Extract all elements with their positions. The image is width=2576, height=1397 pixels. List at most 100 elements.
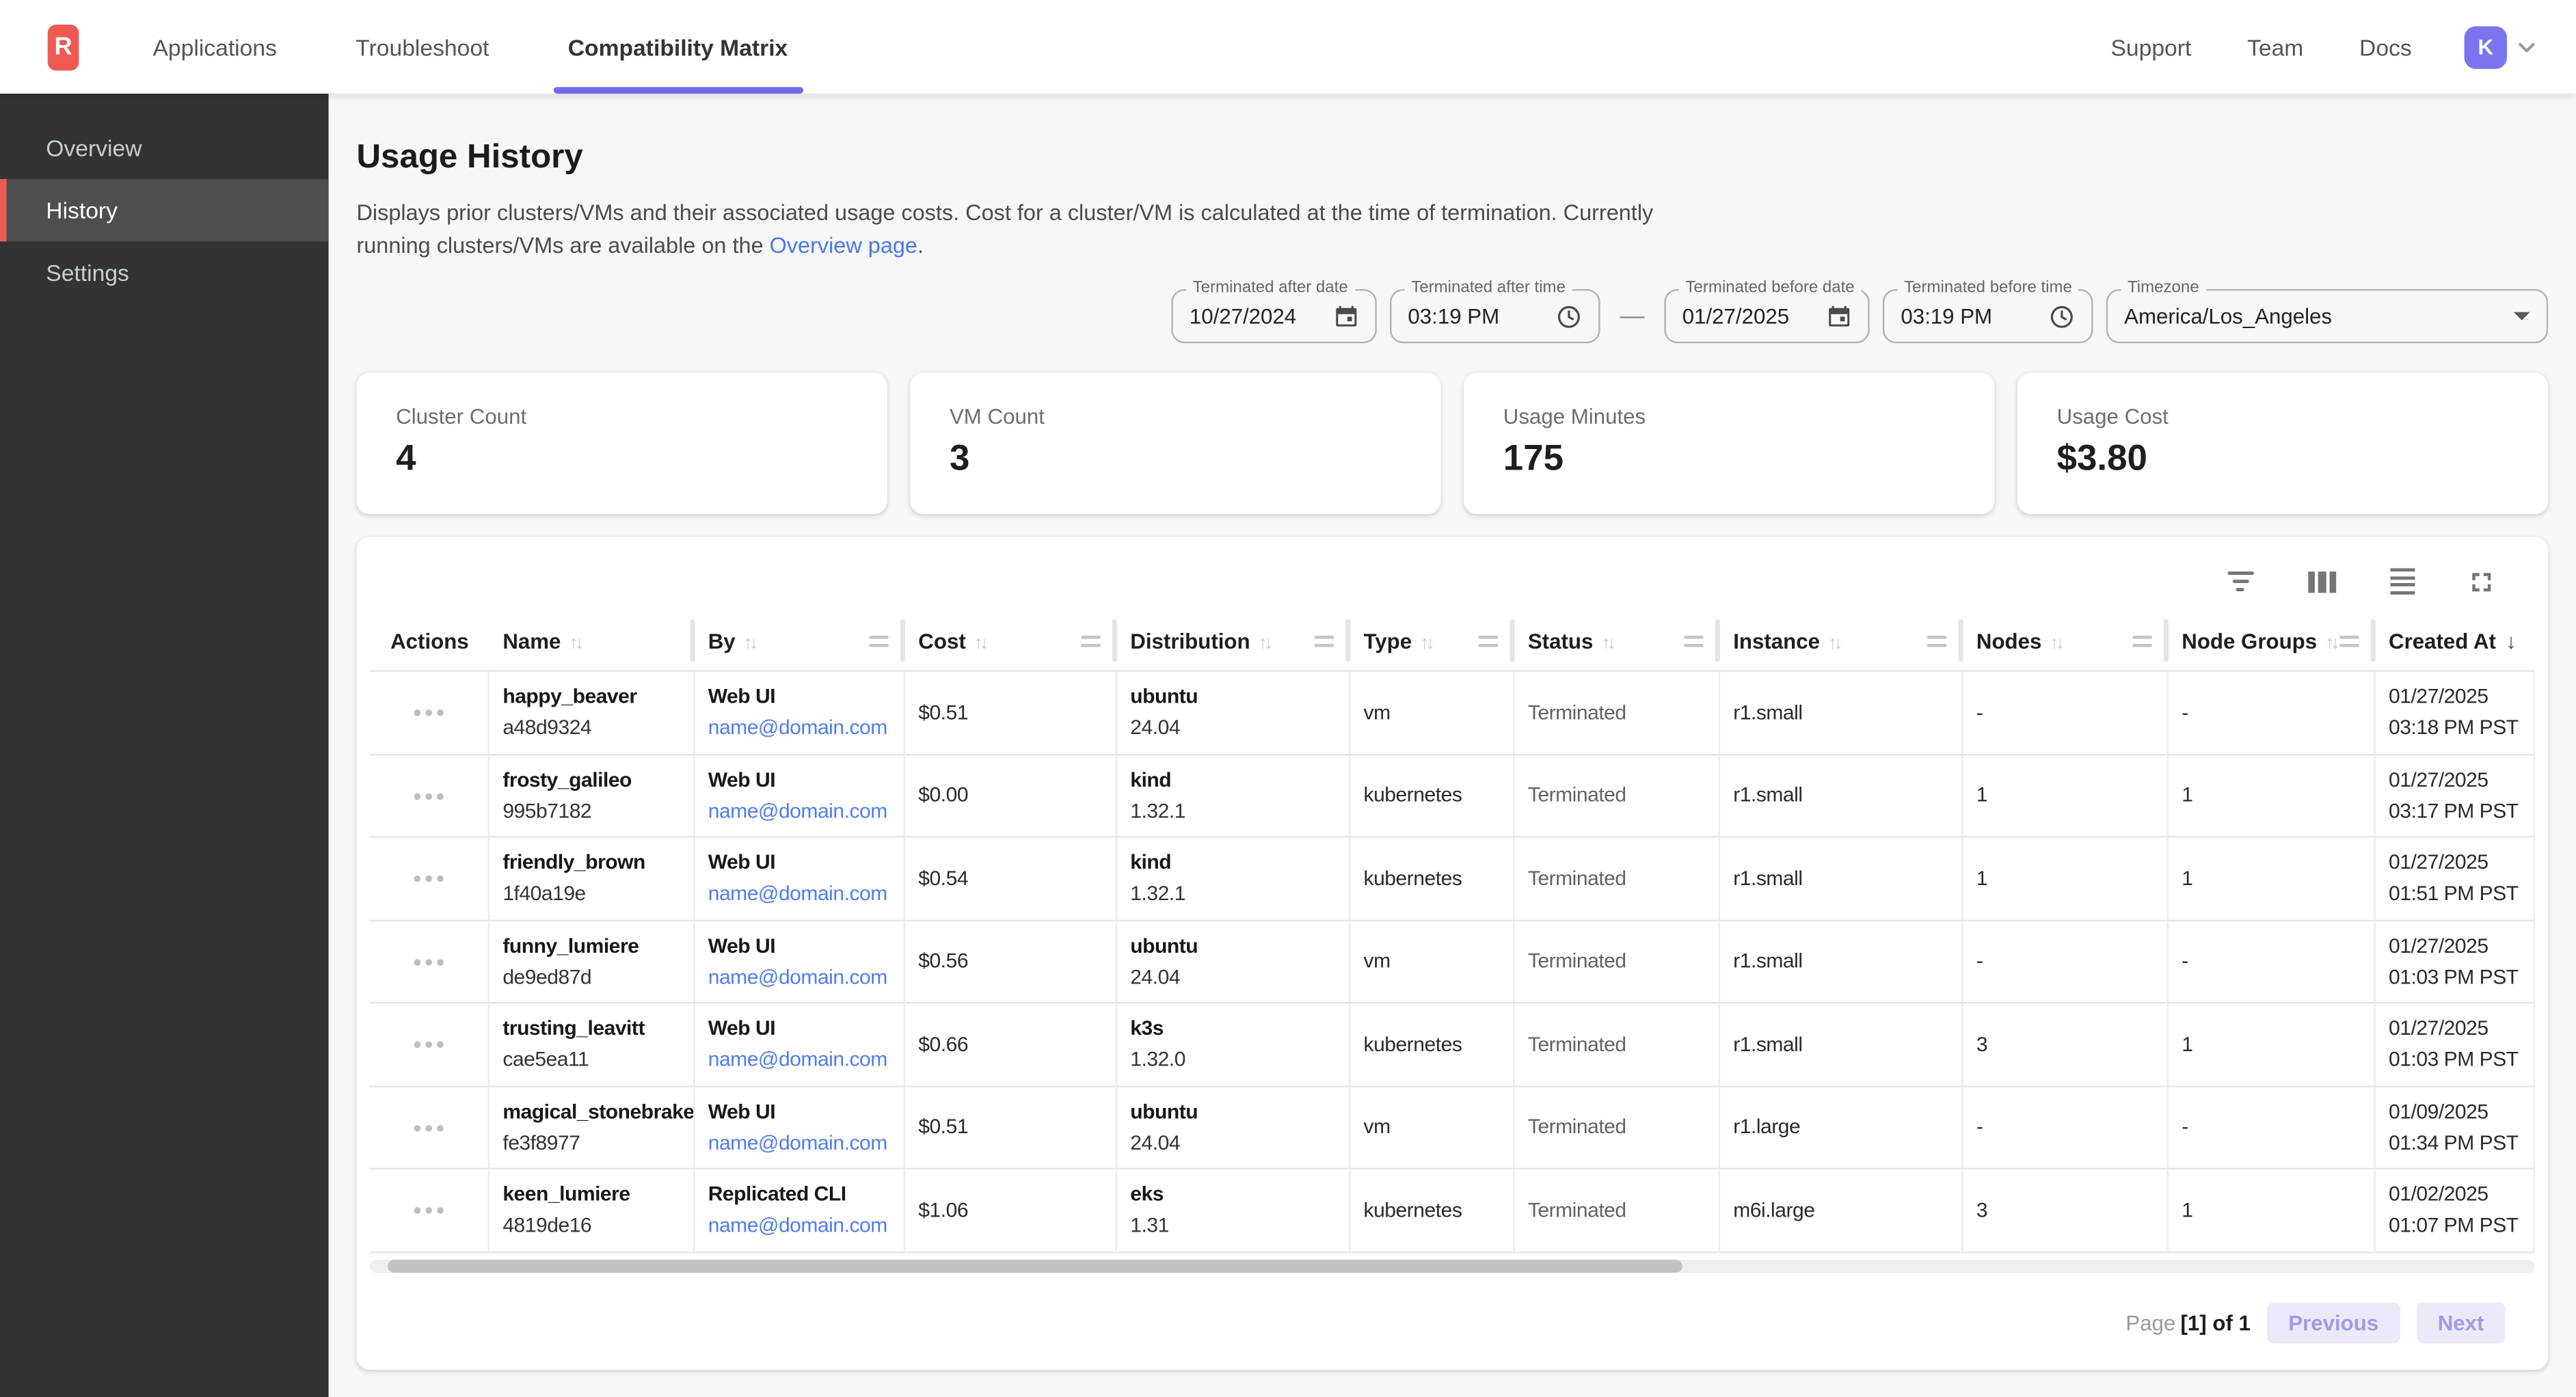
column-menu-icon[interactable]: [869, 634, 889, 647]
fullscreen-icon[interactable]: [2469, 569, 2494, 594]
column-menu-icon[interactable]: [1081, 634, 1101, 647]
row-email-link[interactable]: name@domain.com: [708, 1214, 888, 1238]
row-name: happy_beaver: [502, 685, 637, 709]
nav-link-support[interactable]: Support: [2110, 33, 2192, 60]
density-icon[interactable]: [2390, 568, 2415, 595]
row-instance: r1.small: [1733, 1032, 1803, 1056]
row-actions-button[interactable]: [407, 703, 450, 723]
sidebar-item-settings[interactable]: Settings: [46, 259, 129, 286]
col-label: Name: [502, 628, 561, 653]
row-nodes: -: [1976, 949, 1983, 973]
filter-icon[interactable]: [2227, 571, 2253, 592]
sidebar-item-overview[interactable]: Overview: [46, 135, 142, 161]
row-by: Web UI: [708, 1100, 776, 1124]
next-button[interactable]: Next: [2416, 1301, 2506, 1343]
table-row: magical_stonebraker fe3f8977 Web UI name@d…: [369, 1086, 2535, 1169]
terminated-before-time-field[interactable]: Terminated before time 03:19 PM: [1882, 279, 2093, 344]
sidebar-item-history[interactable]: History: [0, 178, 329, 242]
previous-button[interactable]: Previous: [2266, 1301, 2400, 1343]
row-actions-button[interactable]: [407, 1035, 450, 1055]
col-header-created-at[interactable]: Created At: [2376, 610, 2535, 672]
table-row: friendly_brown 1f40a19e Web UI name@domain…: [369, 837, 2535, 921]
sort-icon[interactable]: [1828, 628, 1840, 653]
row-created-date: 01/09/2025: [2389, 1100, 2488, 1124]
terminated-after-time-field[interactable]: Terminated after time 03:19 PM: [1389, 279, 1600, 344]
col-header-nodes[interactable]: Nodes: [1963, 610, 2169, 672]
scrollbar-thumb[interactable]: [388, 1258, 1682, 1273]
clock-icon[interactable]: [2035, 303, 2075, 329]
column-menu-icon[interactable]: [2132, 634, 2153, 647]
timezone-select[interactable]: Timezone America/Los_Angeles: [2106, 279, 2549, 344]
row-email-link[interactable]: name@domain.com: [708, 965, 888, 989]
table-header: Actions Name By Cost Distribution Type S…: [369, 610, 2535, 672]
sort-icon[interactable]: [2325, 628, 2337, 653]
col-label: Cost: [918, 628, 966, 653]
sort-icon[interactable]: [2050, 628, 2061, 653]
tab-troubleshoot[interactable]: Troubleshoot: [355, 33, 489, 60]
row-version: 24.04: [1130, 965, 1181, 989]
column-menu-icon[interactable]: [2339, 634, 2359, 647]
dropdown-arrow-icon[interactable]: [2500, 312, 2530, 321]
tab-applications[interactable]: Applications: [152, 33, 277, 60]
sort-icon[interactable]: [1259, 628, 1270, 653]
row-actions-button[interactable]: [407, 952, 450, 972]
row-nodes: 3: [1976, 1198, 1988, 1222]
sort-icon[interactable]: [1601, 628, 1613, 653]
sort-icon[interactable]: [744, 628, 755, 653]
col-header-distribution[interactable]: Distribution: [1117, 610, 1350, 672]
sort-desc-icon[interactable]: [2506, 628, 2517, 653]
col-header-node-groups[interactable]: Node Groups: [2169, 610, 2376, 672]
row-actions-button[interactable]: [407, 1201, 450, 1221]
col-label: Type: [1363, 628, 1412, 653]
avatar[interactable]: K: [2464, 25, 2508, 68]
row-node-groups: -: [2182, 949, 2188, 973]
col-header-cost[interactable]: Cost: [905, 610, 1117, 672]
calendar-icon[interactable]: [1814, 304, 1851, 329]
row-status: Terminated: [1527, 1032, 1626, 1056]
col-label: By: [708, 628, 736, 653]
row-actions-button[interactable]: [407, 869, 450, 889]
col-header-instance[interactable]: Instance: [1720, 610, 1963, 672]
stat-label: Usage Minutes: [1503, 404, 1646, 429]
col-header-type[interactable]: Type: [1350, 610, 1514, 672]
col-header-status[interactable]: Status: [1515, 610, 1720, 672]
col-header-by[interactable]: By: [695, 610, 905, 672]
row-email-link[interactable]: name@domain.com: [708, 1048, 888, 1072]
overview-page-link[interactable]: Overview page: [769, 233, 917, 258]
clock-icon[interactable]: [1542, 303, 1582, 329]
row-instance: r1.small: [1733, 867, 1803, 890]
row-name: keen_lumiere: [502, 1182, 630, 1206]
nav-link-docs[interactable]: Docs: [2359, 33, 2412, 60]
horizontal-scrollbar[interactable]: [369, 1258, 2535, 1273]
sort-icon[interactable]: [974, 628, 986, 653]
row-node-groups: 1: [2182, 783, 2193, 807]
range-separator: —: [1620, 302, 1645, 331]
row-email-link[interactable]: name@domain.com: [708, 882, 888, 906]
page-title: Usage History: [356, 137, 583, 176]
chevron-down-icon[interactable]: [2514, 33, 2540, 59]
row-actions-button[interactable]: [407, 786, 450, 806]
column-menu-icon[interactable]: [1927, 634, 1947, 647]
row-cost: $0.51: [918, 701, 969, 724]
col-header-name[interactable]: Name: [489, 610, 695, 672]
sort-icon[interactable]: [569, 628, 580, 653]
row-email-link[interactable]: name@domain.com: [708, 716, 888, 740]
row-email-link[interactable]: name@domain.com: [708, 1131, 888, 1154]
sort-icon[interactable]: [1420, 628, 1432, 653]
tab-compatibility-matrix[interactable]: Compatibility Matrix: [553, 0, 803, 94]
terminated-after-date-field[interactable]: Terminated after date 10/27/2024: [1171, 279, 1377, 344]
terminated-before-date-field[interactable]: Terminated before date 01/27/2025: [1664, 279, 1870, 344]
column-menu-icon[interactable]: [1478, 634, 1499, 647]
column-menu-icon[interactable]: [1314, 634, 1334, 647]
replicated-logo-icon[interactable]: R: [47, 23, 79, 70]
col-header-actions: Actions: [370, 610, 489, 672]
calendar-icon[interactable]: [1321, 304, 1358, 329]
row-nodes: 1: [1976, 867, 1988, 890]
columns-icon[interactable]: [2307, 571, 2337, 593]
row-email-link[interactable]: name@domain.com: [708, 799, 888, 823]
nav-link-team[interactable]: Team: [2247, 33, 2304, 60]
column-menu-icon[interactable]: [1684, 634, 1704, 647]
filter-bar: Terminated after date 10/27/2024 Termina…: [356, 279, 2549, 344]
row-actions-button[interactable]: [407, 1118, 450, 1138]
